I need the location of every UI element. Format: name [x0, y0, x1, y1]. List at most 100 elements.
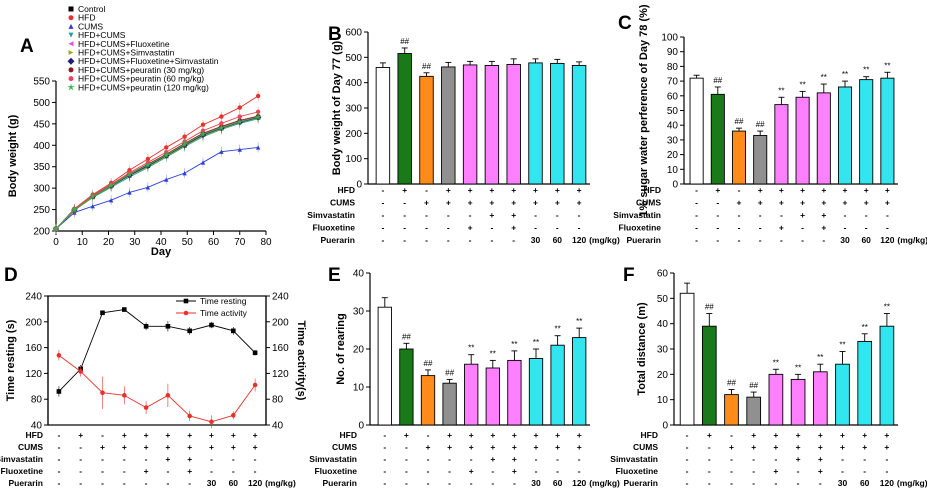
significance-mark: ** [554, 325, 560, 334]
table-cell: 60 [553, 478, 563, 488]
table-cell: - [383, 466, 386, 476]
significance-mark: ## [424, 359, 433, 368]
significance-mark: ** [884, 303, 890, 312]
y-tick-label: 60 [657, 269, 669, 280]
table-cell: + [468, 198, 473, 208]
table-cell: - [188, 478, 191, 488]
table-cell: + [758, 198, 763, 208]
bar [442, 382, 457, 426]
series-line [55, 115, 259, 230]
panel-f: 0 10 20 30 40 50 60 ## ## ## ** ** ** ** ** ** Total dis… [610, 265, 927, 488]
bar [397, 53, 412, 185]
y-tick-label: 120 [272, 369, 289, 380]
table-cell: - [865, 210, 868, 220]
significance-mark: ** [468, 344, 474, 353]
table-cell: + [707, 430, 712, 440]
table-row-label: Puerarin [323, 478, 358, 488]
table-cell: - [447, 223, 450, 233]
table-row-label: CUMS [633, 442, 658, 452]
y-tick-label: 30 [353, 307, 365, 318]
data-point [165, 393, 171, 398]
table-cell: - [801, 235, 804, 245]
table-cell: + [796, 442, 801, 452]
table-cell: + [864, 198, 869, 208]
table-cell: - [469, 235, 472, 245]
table-cell: - [427, 430, 430, 440]
table-cell: - [716, 223, 719, 233]
table-cell: - [844, 210, 847, 220]
data-point [255, 109, 261, 115]
y-tick-label: 300 [345, 104, 362, 115]
table-row-label: Fluoxetine [618, 223, 661, 233]
table-cell: 30 [840, 235, 850, 245]
table-cell: - [123, 454, 126, 464]
table-row-label: Simvastatin [613, 210, 661, 220]
table-cell: - [759, 223, 762, 233]
y-tick-label: 300 [33, 184, 50, 195]
legend-marker [68, 32, 74, 38]
table-cell: - [57, 442, 60, 452]
table-cell: - [491, 466, 494, 476]
table-cell: + [469, 466, 474, 476]
table-cell: + [231, 430, 236, 440]
data-point [231, 328, 236, 334]
table-cell: - [780, 235, 783, 245]
table-cell: + [446, 185, 451, 195]
panel-a: 200 250 300 350 400 450 500 550 0 10 20 30 40 50 60 70 8… [7, 4, 272, 258]
table-cell: + [253, 442, 258, 452]
table-unit: (mg/kg) [589, 478, 620, 488]
table-cell: + [447, 442, 452, 452]
table-cell: - [534, 223, 537, 233]
table-cell: - [752, 454, 755, 464]
bar [550, 344, 565, 426]
data-point [187, 328, 192, 334]
table-cell: - [738, 235, 741, 245]
table-cell: + [424, 198, 429, 208]
table-cell: 60 [861, 235, 871, 245]
y-tick-label: 250 [33, 205, 50, 216]
table-cell: - [79, 454, 82, 464]
significance-mark: ## [735, 117, 744, 126]
table-cell: + [489, 198, 494, 208]
table-cell: - [534, 210, 537, 220]
table-cell: - [405, 442, 408, 452]
table-cell: - [686, 478, 689, 488]
data-point [255, 145, 261, 150]
table-cell: - [57, 454, 60, 464]
legend-label: HFD+CUMS [78, 30, 126, 40]
table-cell: + [555, 185, 560, 195]
y-tick-label: 200 [345, 129, 362, 140]
data-point [219, 149, 224, 154]
x-tick-label: 80 [260, 237, 272, 248]
legend-label: HFD+CUMS+Fluoxetine [78, 39, 170, 49]
table-cell: - [448, 466, 451, 476]
table-cell: - [79, 478, 82, 488]
table-row-label: Simvastatin [307, 210, 355, 220]
table-cell: - [759, 235, 762, 245]
table-cell: - [841, 466, 844, 476]
table-cell: - [716, 198, 719, 208]
legend-label: Time resting [200, 296, 247, 306]
data-point [237, 147, 242, 152]
table-cell: - [232, 454, 235, 464]
table-row-label: CUMS [330, 198, 355, 208]
table-row-label: Puerarin [321, 235, 356, 245]
table-cell: + [402, 185, 407, 195]
significance-mark: ** [842, 70, 848, 79]
series-line [55, 117, 259, 230]
y-axis-title: Total distance (m) [636, 302, 648, 396]
table-cell: - [254, 454, 257, 464]
table-cell: - [470, 454, 473, 464]
table-row-label: Puerarin [9, 478, 44, 488]
y-tick-label: 30 [667, 135, 679, 146]
table-cell: + [512, 466, 517, 476]
table-cell: + [187, 454, 192, 464]
panel-letter: A [20, 36, 34, 57]
table-cell: - [427, 466, 430, 476]
y-tick-label: 40 [667, 121, 679, 132]
table-row-label: HFD [340, 430, 357, 440]
table-cell: - [822, 235, 825, 245]
table-cell: + [864, 185, 869, 195]
table-cell: - [578, 466, 581, 476]
table-cell: - [101, 430, 104, 440]
